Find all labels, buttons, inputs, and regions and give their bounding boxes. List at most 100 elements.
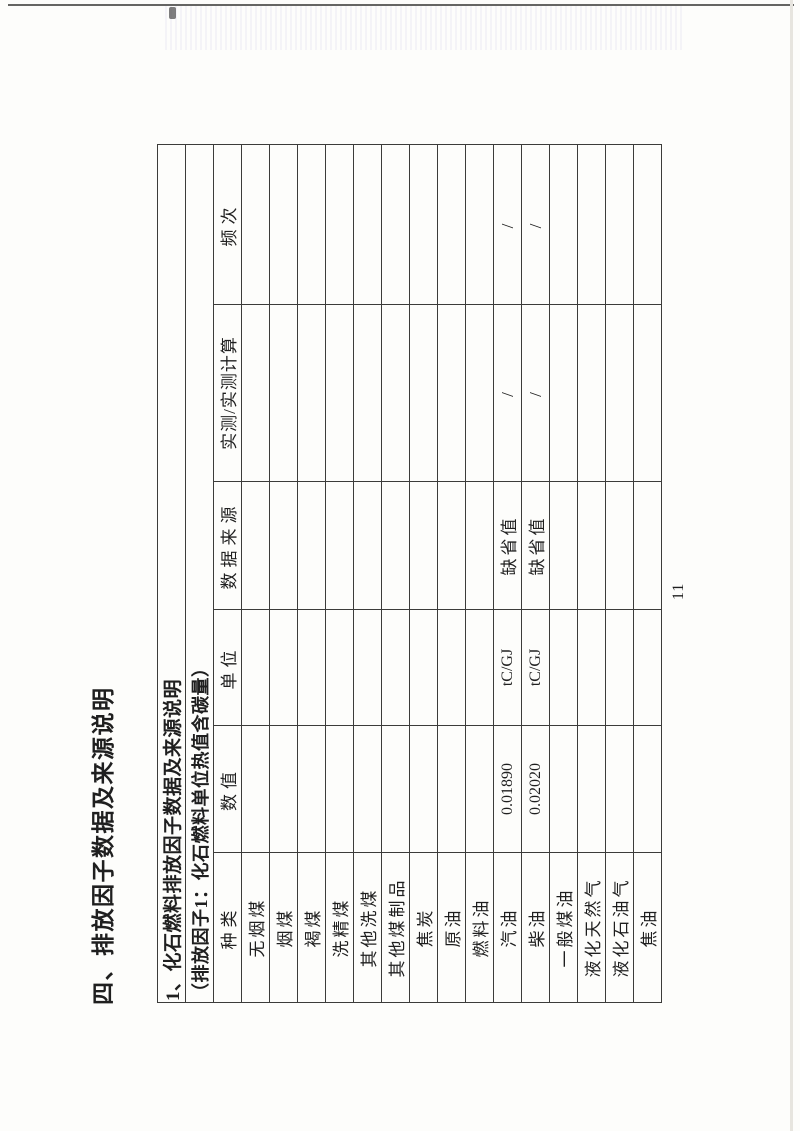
- cell-measured: /: [493, 304, 522, 482]
- cell-value: 0.02020: [521, 725, 550, 853]
- cell-source: [325, 481, 354, 610]
- col-header-source: 数据来源: [213, 481, 242, 610]
- table-row: 柴油 0.02020 tC/GJ 缺省值 / /: [521, 144, 550, 1003]
- cell-unit: [381, 609, 410, 726]
- cell-type: 原油: [437, 852, 466, 1003]
- cell-type: 其他洗煤: [353, 852, 382, 1003]
- table-caption-line2: （排放因子1：化石燃料单位热值含碳量）: [185, 144, 214, 1003]
- cell-unit: [549, 609, 578, 726]
- col-header-frequency: 频次: [213, 144, 242, 305]
- cell-value: [381, 725, 410, 853]
- table-row: 燃料油: [465, 144, 494, 1003]
- cell-measured: [465, 304, 494, 482]
- scan-artifact-streaks: [165, 6, 685, 50]
- cell-measured: [633, 304, 662, 482]
- cell-type: 无烟煤: [241, 852, 270, 1003]
- col-header-unit: 单位: [213, 609, 242, 726]
- cell-unit: [577, 609, 606, 726]
- cell-source: [577, 481, 606, 610]
- table-row: 汽油 0.01890 tC/GJ 缺省值 / /: [493, 144, 522, 1003]
- scan-artifact-speck: [169, 7, 176, 19]
- cell-unit: [465, 609, 494, 726]
- page-number: 11: [670, 582, 687, 600]
- cell-source: [605, 481, 634, 610]
- table-row: 液化石油气: [605, 144, 634, 1003]
- table-caption-row-1: 1、化石燃料排放因子数据及来源说明: [157, 144, 186, 1003]
- cell-measured: /: [521, 304, 550, 482]
- cell-type: 柴油: [521, 852, 550, 1003]
- cell-unit: tC/GJ: [521, 609, 550, 726]
- cell-type: 其他煤制品: [381, 852, 410, 1003]
- table-body: 无烟煤 烟煤 褐煤 洗精煤 其他洗煤 其他煤制品 焦炭 原油 燃料油 汽油 0.01890 tC/GJ…: [241, 144, 662, 1003]
- table-row: 焦油: [633, 144, 662, 1003]
- col-header-measured: 实测/实测计算: [213, 304, 242, 482]
- cell-value: 0.01890: [493, 725, 522, 853]
- cell-type: 烟煤: [269, 852, 298, 1003]
- section-title: 四、排放因子数据及来源说明: [91, 686, 116, 1006]
- cell-value: [577, 725, 606, 853]
- cell-unit: [409, 609, 438, 726]
- cell-unit: [353, 609, 382, 726]
- table-header-row: 种类 数值 单位 数据来源 实测/实测计算 频次: [213, 144, 242, 1003]
- cell-value: [325, 725, 354, 853]
- table-row: 其他洗煤: [353, 144, 382, 1003]
- cell-frequency: [605, 144, 634, 305]
- col-header-type: 种类: [213, 852, 242, 1003]
- cell-measured: [577, 304, 606, 482]
- cell-unit: [269, 609, 298, 726]
- cell-measured: [437, 304, 466, 482]
- cell-type: 液化石油气: [605, 852, 634, 1003]
- cell-source: [241, 481, 270, 610]
- cell-frequency: [325, 144, 354, 305]
- cell-unit: [605, 609, 634, 726]
- cell-value: [297, 725, 326, 853]
- cell-type: 液化天然气: [577, 852, 606, 1003]
- cell-measured: [353, 304, 382, 482]
- table-row: 原油: [437, 144, 466, 1003]
- cell-value: [409, 725, 438, 853]
- cell-unit: [241, 609, 270, 726]
- table-row: 焦炭: [409, 144, 438, 1003]
- cell-type: 汽油: [493, 852, 522, 1003]
- cell-type: 燃料油: [465, 852, 494, 1003]
- cell-frequency: [353, 144, 382, 305]
- cell-value: [465, 725, 494, 853]
- cell-value: [437, 725, 466, 853]
- cell-type: 一般煤油: [549, 852, 578, 1003]
- cell-frequency: /: [521, 144, 550, 305]
- cell-measured: [297, 304, 326, 482]
- scan-artifact-top-line: [8, 4, 794, 6]
- cell-unit: [297, 609, 326, 726]
- table-row: 烟煤: [269, 144, 298, 1003]
- cell-value: [633, 725, 662, 853]
- cell-frequency: /: [493, 144, 522, 305]
- cell-frequency: [577, 144, 606, 305]
- cell-source: 缺省值: [521, 481, 550, 610]
- cell-source: [269, 481, 298, 610]
- cell-frequency: [549, 144, 578, 305]
- table-row: 洗精煤: [325, 144, 354, 1003]
- cell-measured: [605, 304, 634, 482]
- cell-unit: tC/GJ: [493, 609, 522, 726]
- scan-artifact-right-edge: [790, 0, 793, 1131]
- cell-type: 洗精煤: [325, 852, 354, 1003]
- cell-value: [269, 725, 298, 853]
- cell-frequency: [297, 144, 326, 305]
- table-caption-line1: 1、化石燃料排放因子数据及来源说明: [157, 144, 186, 1003]
- cell-type: 褐煤: [297, 852, 326, 1003]
- cell-measured: [241, 304, 270, 482]
- cell-source: [353, 481, 382, 610]
- table-row: 无烟煤: [241, 144, 270, 1003]
- cell-unit: [437, 609, 466, 726]
- cell-unit: [325, 609, 354, 726]
- cell-source: [549, 481, 578, 610]
- col-header-value: 数值: [213, 725, 242, 853]
- cell-frequency: [437, 144, 466, 305]
- table-caption-row-2: （排放因子1：化石燃料单位热值含碳量）: [185, 144, 214, 1003]
- cell-frequency: [269, 144, 298, 305]
- cell-source: [465, 481, 494, 610]
- cell-value: [549, 725, 578, 853]
- cell-source: 缺省值: [493, 481, 522, 610]
- cell-source: [381, 481, 410, 610]
